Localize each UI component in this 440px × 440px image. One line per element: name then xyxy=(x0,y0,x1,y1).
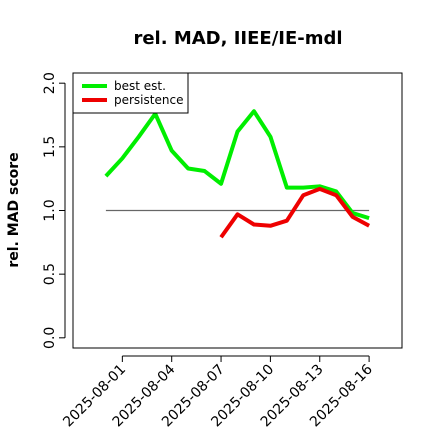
legend-label: persistence xyxy=(114,93,183,107)
y-axis-label: rel. MAD score xyxy=(6,152,22,267)
legend-box xyxy=(72,72,189,114)
series-line xyxy=(104,109,370,221)
y-tick-label: 0.5 xyxy=(42,263,58,285)
y-tick-label: 2.0 xyxy=(42,72,58,94)
series-line xyxy=(219,186,371,239)
y-tick-label: 1.0 xyxy=(42,199,58,221)
legend-label: best est. xyxy=(114,79,166,93)
chart-title: rel. MAD, IIEE/IE-mdl xyxy=(133,28,342,49)
y-tick-label: 0.0 xyxy=(42,327,58,349)
plot-frame xyxy=(72,72,403,349)
y-tick-label: 1.5 xyxy=(42,136,58,158)
